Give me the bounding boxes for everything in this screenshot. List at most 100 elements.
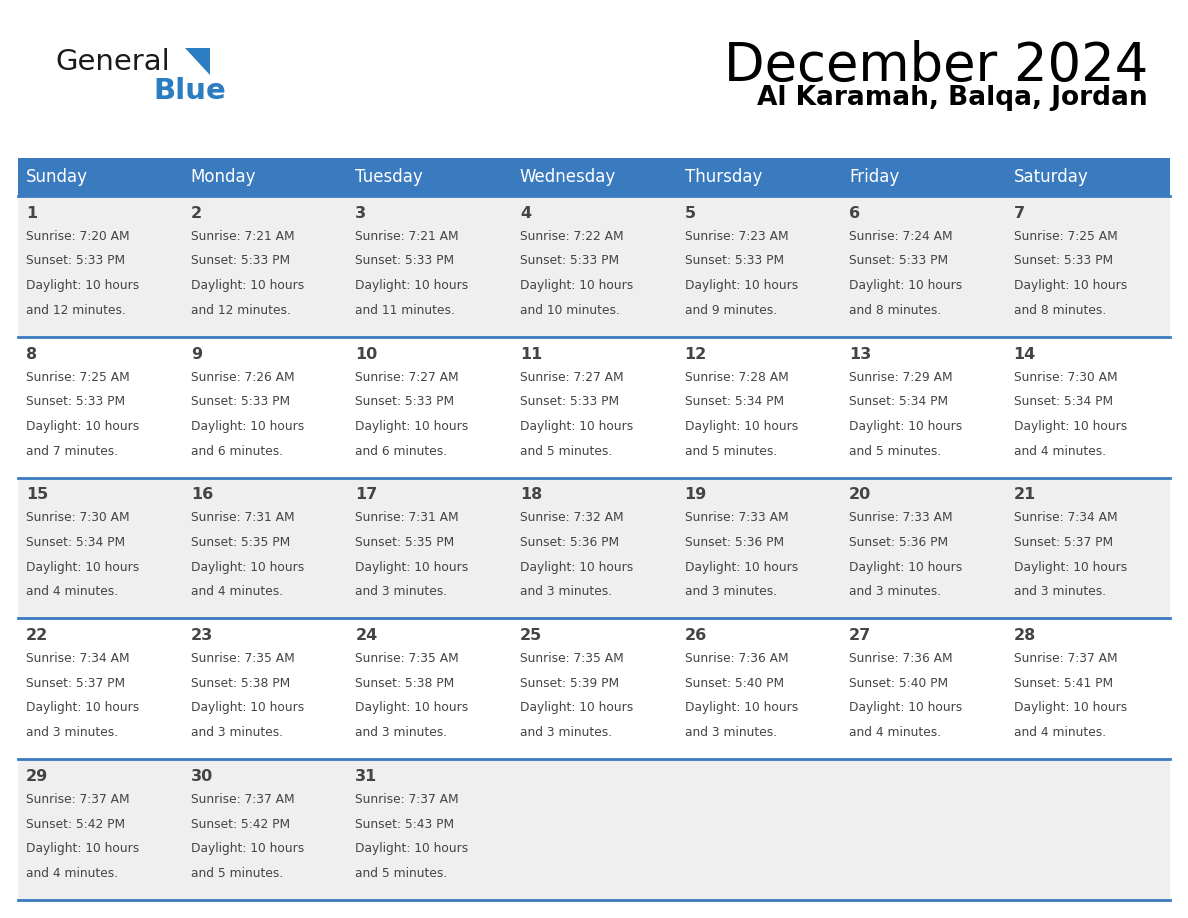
Text: Daylight: 10 hours: Daylight: 10 hours	[849, 420, 962, 433]
Text: Wednesday: Wednesday	[520, 168, 617, 186]
Text: Sunrise: 7:35 AM: Sunrise: 7:35 AM	[355, 652, 459, 666]
Text: Al Karamah, Balqa, Jordan: Al Karamah, Balqa, Jordan	[758, 85, 1148, 111]
Text: and 5 minutes.: and 5 minutes.	[355, 867, 448, 880]
Text: and 5 minutes.: and 5 minutes.	[191, 867, 283, 880]
Text: and 12 minutes.: and 12 minutes.	[191, 304, 291, 317]
Bar	[1005, 477, 1170, 619]
Text: Daylight: 10 hours: Daylight: 10 hours	[191, 561, 304, 574]
Text: Daylight: 10 hours: Daylight: 10 hours	[191, 701, 304, 714]
Text: and 5 minutes.: and 5 minutes.	[849, 444, 941, 457]
Text: 27: 27	[849, 628, 871, 644]
Text: Daylight: 10 hours: Daylight: 10 hours	[849, 561, 962, 574]
Text: Daylight: 10 hours: Daylight: 10 hours	[849, 279, 962, 292]
Text: Daylight: 10 hours: Daylight: 10 hours	[191, 843, 304, 856]
Text: 31: 31	[355, 769, 378, 784]
Text: Sunrise: 7:25 AM: Sunrise: 7:25 AM	[1013, 230, 1118, 242]
Text: and 5 minutes.: and 5 minutes.	[684, 444, 777, 457]
Text: December 2024: December 2024	[723, 40, 1148, 92]
Text: Sunset: 5:33 PM: Sunset: 5:33 PM	[355, 396, 455, 409]
Text: and 3 minutes.: and 3 minutes.	[684, 726, 777, 739]
Text: 13: 13	[849, 347, 871, 362]
Text: and 10 minutes.: and 10 minutes.	[520, 304, 620, 317]
Text: Daylight: 10 hours: Daylight: 10 hours	[849, 701, 962, 714]
Text: Sunrise: 7:25 AM: Sunrise: 7:25 AM	[26, 371, 129, 384]
Text: Sunrise: 7:20 AM: Sunrise: 7:20 AM	[26, 230, 129, 242]
Text: Sunset: 5:43 PM: Sunset: 5:43 PM	[355, 818, 455, 831]
Text: Thursday: Thursday	[684, 168, 762, 186]
Bar	[18, 196, 183, 337]
Bar	[18, 337, 183, 477]
Text: Daylight: 10 hours: Daylight: 10 hours	[26, 279, 139, 292]
Bar	[841, 477, 1005, 619]
Text: Friday: Friday	[849, 168, 899, 186]
Text: Daylight: 10 hours: Daylight: 10 hours	[355, 279, 468, 292]
Text: Sunrise: 7:37 AM: Sunrise: 7:37 AM	[355, 793, 459, 806]
Text: 30: 30	[191, 769, 213, 784]
Bar	[841, 759, 1005, 900]
Text: Sunset: 5:33 PM: Sunset: 5:33 PM	[849, 254, 948, 267]
Text: and 3 minutes.: and 3 minutes.	[355, 726, 448, 739]
Text: Sunrise: 7:22 AM: Sunrise: 7:22 AM	[520, 230, 624, 242]
Text: 20: 20	[849, 487, 871, 502]
Text: and 8 minutes.: and 8 minutes.	[1013, 304, 1106, 317]
Text: Daylight: 10 hours: Daylight: 10 hours	[355, 843, 468, 856]
Text: Sunset: 5:34 PM: Sunset: 5:34 PM	[849, 396, 948, 409]
Text: Sunrise: 7:33 AM: Sunrise: 7:33 AM	[684, 511, 788, 524]
Text: and 12 minutes.: and 12 minutes.	[26, 304, 126, 317]
Text: and 3 minutes.: and 3 minutes.	[191, 726, 283, 739]
Text: and 8 minutes.: and 8 minutes.	[849, 304, 941, 317]
Text: 17: 17	[355, 487, 378, 502]
Text: Sunset: 5:33 PM: Sunset: 5:33 PM	[684, 254, 784, 267]
Bar	[347, 337, 512, 477]
Text: Monday: Monday	[191, 168, 257, 186]
Bar	[183, 619, 347, 759]
Text: and 11 minutes.: and 11 minutes.	[355, 304, 455, 317]
Text: Sunset: 5:38 PM: Sunset: 5:38 PM	[355, 677, 455, 689]
Text: General: General	[55, 48, 170, 76]
Text: 23: 23	[191, 628, 213, 644]
Text: Sunrise: 7:36 AM: Sunrise: 7:36 AM	[684, 652, 788, 666]
Bar	[841, 196, 1005, 337]
Bar	[512, 759, 676, 900]
Text: 1: 1	[26, 206, 37, 221]
Text: and 3 minutes.: and 3 minutes.	[520, 726, 612, 739]
Text: 5: 5	[684, 206, 696, 221]
Text: Daylight: 10 hours: Daylight: 10 hours	[26, 701, 139, 714]
Bar	[512, 196, 676, 337]
Text: Sunrise: 7:26 AM: Sunrise: 7:26 AM	[191, 371, 295, 384]
Text: and 4 minutes.: and 4 minutes.	[1013, 444, 1106, 457]
Text: Daylight: 10 hours: Daylight: 10 hours	[684, 701, 798, 714]
Text: Sunrise: 7:24 AM: Sunrise: 7:24 AM	[849, 230, 953, 242]
Text: Daylight: 10 hours: Daylight: 10 hours	[1013, 420, 1127, 433]
Text: Sunset: 5:34 PM: Sunset: 5:34 PM	[26, 536, 126, 549]
Text: Sunrise: 7:30 AM: Sunrise: 7:30 AM	[1013, 371, 1117, 384]
Bar	[1005, 337, 1170, 477]
Text: and 4 minutes.: and 4 minutes.	[26, 867, 119, 880]
Text: 21: 21	[1013, 487, 1036, 502]
Text: Sunrise: 7:30 AM: Sunrise: 7:30 AM	[26, 511, 129, 524]
Bar	[676, 619, 841, 759]
Text: and 6 minutes.: and 6 minutes.	[191, 444, 283, 457]
Text: 9: 9	[191, 347, 202, 362]
Text: Sunrise: 7:32 AM: Sunrise: 7:32 AM	[520, 511, 624, 524]
Text: Sunrise: 7:23 AM: Sunrise: 7:23 AM	[684, 230, 788, 242]
Text: Daylight: 10 hours: Daylight: 10 hours	[1013, 701, 1127, 714]
Text: Daylight: 10 hours: Daylight: 10 hours	[26, 843, 139, 856]
Text: Sunrise: 7:28 AM: Sunrise: 7:28 AM	[684, 371, 789, 384]
Text: Sunrise: 7:37 AM: Sunrise: 7:37 AM	[26, 793, 129, 806]
Text: 6: 6	[849, 206, 860, 221]
Text: 3: 3	[355, 206, 366, 221]
Text: Sunrise: 7:34 AM: Sunrise: 7:34 AM	[26, 652, 129, 666]
Bar	[1005, 196, 1170, 337]
Text: Sunset: 5:33 PM: Sunset: 5:33 PM	[1013, 254, 1113, 267]
Text: Sunset: 5:38 PM: Sunset: 5:38 PM	[191, 677, 290, 689]
Text: and 3 minutes.: and 3 minutes.	[355, 586, 448, 599]
Bar	[676, 759, 841, 900]
Bar	[18, 759, 183, 900]
Bar	[183, 196, 347, 337]
Text: 28: 28	[1013, 628, 1036, 644]
Text: and 4 minutes.: and 4 minutes.	[26, 586, 119, 599]
Bar	[18, 477, 183, 619]
Text: Daylight: 10 hours: Daylight: 10 hours	[355, 561, 468, 574]
Text: Sunset: 5:36 PM: Sunset: 5:36 PM	[849, 536, 948, 549]
